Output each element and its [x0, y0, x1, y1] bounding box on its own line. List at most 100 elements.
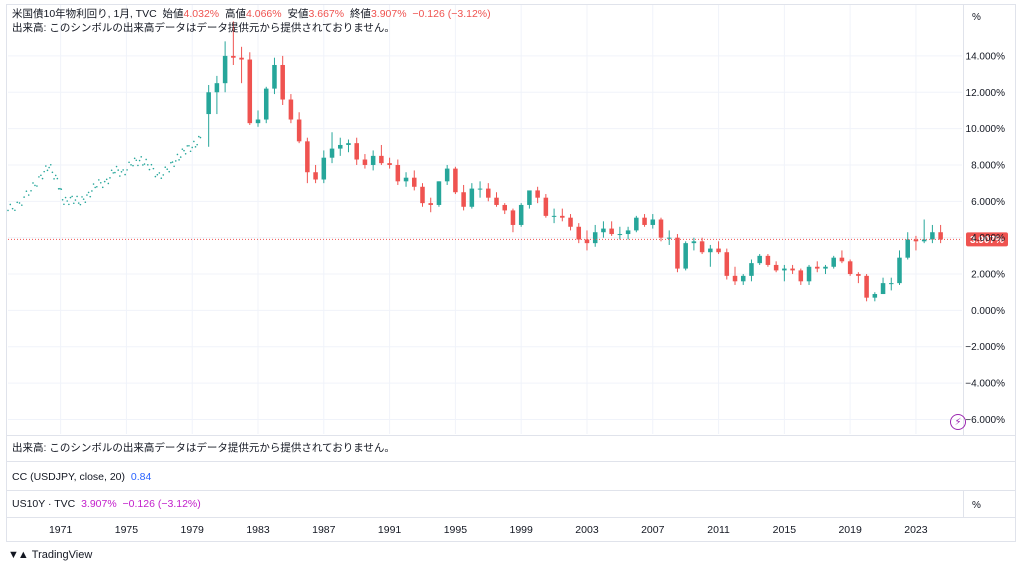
- dot-point: [64, 196, 67, 199]
- price-scale-unit[interactable]: %: [972, 12, 981, 23]
- dot-point: [110, 169, 113, 172]
- dot-point: [191, 146, 194, 149]
- cc-value: 0.84: [130, 471, 152, 483]
- dot-point: [76, 195, 78, 198]
- dot-point: [34, 184, 36, 187]
- candle-body: [288, 99, 294, 120]
- dotted-series: [7, 135, 202, 212]
- dot-point: [173, 165, 175, 168]
- candle-body: [601, 228, 606, 233]
- main-legend: 米国債10年物利回り, 1月, TVC 始値4.032% 高値4.066% 安値…: [12, 8, 491, 21]
- last-price-badge: [966, 232, 1008, 247]
- y-tick-label: 2.000%: [971, 270, 1005, 281]
- candle-body: [938, 232, 943, 240]
- candle-body: [412, 177, 417, 187]
- dot-point: [71, 195, 73, 198]
- legend-symbol[interactable]: 米国債10年物利回り, 1月, TVC: [12, 8, 157, 20]
- dot-point: [120, 170, 123, 173]
- volume-pane-text: 出来高: このシンボルの出来高データはデータ提供元から提供されておりません。: [12, 442, 395, 454]
- dot-point: [45, 165, 47, 167]
- candle-body: [420, 186, 425, 204]
- dot-point: [154, 175, 157, 178]
- dot-point: [105, 178, 108, 181]
- candle-body: [436, 181, 442, 205]
- dot-point: [81, 196, 83, 198]
- dot-point: [132, 164, 134, 167]
- dot-point: [143, 163, 146, 165]
- x-tick-label: 2007: [641, 524, 665, 536]
- dot-point: [138, 159, 141, 162]
- dot-point: [25, 190, 28, 193]
- y-tick-label: 6.000%: [971, 197, 1005, 208]
- dot-point: [46, 169, 49, 172]
- dot-point: [179, 156, 182, 158]
- us10y-value: 3.907%: [81, 498, 117, 510]
- candle-body: [765, 255, 771, 265]
- candle-body: [370, 155, 376, 165]
- candle-body: [708, 248, 713, 253]
- candle-body: [872, 294, 878, 298]
- last-price-label: 3.907%: [970, 235, 1004, 246]
- dot-point: [72, 202, 75, 205]
- x-tick-label: 1995: [444, 524, 468, 536]
- y-tick-label: −6.000%: [965, 415, 1005, 426]
- tradingview-mark-icon: ▼▲: [8, 549, 29, 561]
- candle-body: [535, 190, 540, 198]
- legend-high-label: 高値: [225, 8, 246, 20]
- candle-body: [691, 241, 697, 244]
- tradingview-logo[interactable]: ▼▲ TradingView: [8, 549, 92, 561]
- us10y-label[interactable]: US10Y · TVC: [12, 498, 76, 510]
- dot-point: [79, 203, 82, 206]
- dot-point: [133, 157, 136, 160]
- dot-point: [14, 209, 16, 212]
- candle-body: [625, 230, 631, 235]
- dot-point: [36, 185, 38, 187]
- lightning-icon[interactable]: ⚡: [950, 414, 966, 430]
- y-axis: 14.000% 12.000% 10.000% 8.000% 6.000% 4.000% 2…: [965, 51, 1005, 426]
- candle-body: [461, 192, 466, 207]
- dot-point: [60, 188, 63, 191]
- x-tick-label: 1991: [378, 524, 402, 536]
- dot-point: [7, 209, 9, 212]
- dot-point: [99, 181, 102, 184]
- dot-point: [152, 167, 155, 170]
- dot-point: [57, 187, 60, 190]
- dot-point: [140, 156, 143, 158]
- candle-body: [329, 148, 335, 158]
- dot-point: [115, 165, 118, 168]
- legend-high-value: 4.066%: [246, 8, 282, 20]
- candle-body: [477, 188, 483, 190]
- dot-point: [135, 159, 138, 162]
- dot-point: [171, 161, 174, 163]
- candle-body: [609, 228, 614, 235]
- x-tick-label: 2015: [773, 524, 797, 536]
- dot-point: [43, 170, 45, 173]
- dot-point: [199, 136, 202, 139]
- candle-body: [814, 266, 820, 269]
- candle-body: [576, 226, 582, 240]
- dot-point: [174, 160, 177, 162]
- candles: [206, 21, 943, 302]
- candle-body: [847, 261, 853, 275]
- dot-point: [196, 143, 198, 146]
- dot-point: [91, 190, 93, 192]
- dot-point: [186, 145, 189, 147]
- x-tick-label: 2011: [707, 524, 730, 536]
- dot-point: [27, 194, 30, 196]
- x-tick-label: 1983: [246, 524, 270, 536]
- dot-point: [119, 175, 121, 177]
- dot-point: [77, 202, 80, 204]
- dot-point: [89, 195, 92, 198]
- y-tick-label: 0.000%: [971, 306, 1005, 317]
- cc-label[interactable]: CC (USDJPY, close, 20): [12, 471, 126, 483]
- dot-point: [96, 185, 98, 188]
- dot-point: [178, 159, 180, 161]
- dot-point: [137, 164, 139, 167]
- us10y-scale-unit[interactable]: %: [972, 500, 981, 511]
- legend-change: −0.126 (−3.12%): [412, 8, 491, 20]
- time-axis-separator: [6, 517, 1016, 518]
- dot-point: [124, 173, 126, 176]
- candle-body: [592, 232, 598, 244]
- candle-body: [510, 210, 516, 225]
